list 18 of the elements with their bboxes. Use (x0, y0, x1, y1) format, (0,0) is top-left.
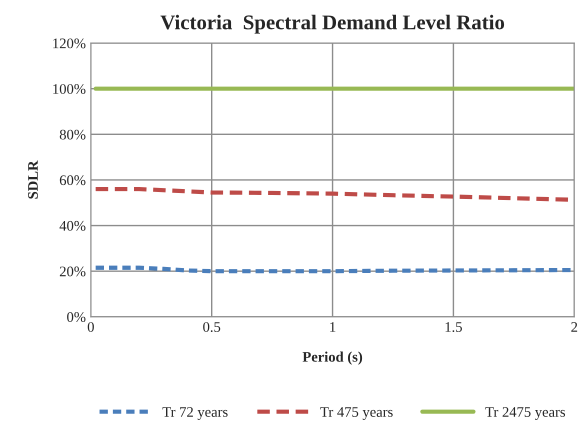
legend-label: Tr 72 years (162, 407, 228, 420)
x-tick-label: 2 (571, 322, 578, 332)
x-tick-label: 1 (330, 322, 336, 332)
legend-label: Tr 2475 years (485, 407, 566, 420)
y-tick-label: 80% (60, 130, 86, 140)
y-tick-label: 120% (53, 38, 86, 48)
x-tick-label: 0.5 (203, 322, 220, 332)
y-tick-label: 20% (60, 266, 86, 276)
x-tick-label: 1.5 (446, 322, 462, 332)
y-axis-title: SDLR (28, 160, 38, 199)
y-tick-label: 100% (53, 84, 86, 94)
x-tick-label: 0 (88, 322, 94, 332)
y-tick-label: 60% (60, 175, 86, 186)
x-axis-title: Period (s) (302, 352, 362, 365)
chart-title: Victoria Spectral Demand Level Ratio (160, 14, 504, 34)
legend-label: Tr 475 years (320, 407, 393, 420)
y-tick-label: 0% (67, 312, 86, 322)
y-tick-label: 40% (60, 220, 86, 231)
